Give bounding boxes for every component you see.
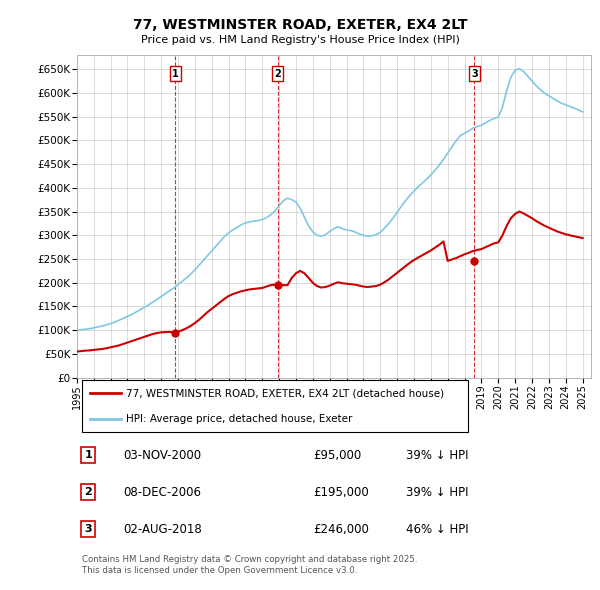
- Text: 03-NOV-2000: 03-NOV-2000: [123, 449, 201, 462]
- Text: Contains HM Land Registry data © Crown copyright and database right 2025.
This d: Contains HM Land Registry data © Crown c…: [82, 555, 418, 575]
- Text: £246,000: £246,000: [313, 523, 369, 536]
- Text: 1: 1: [84, 450, 92, 460]
- Text: 39% ↓ HPI: 39% ↓ HPI: [406, 449, 469, 462]
- Text: HPI: Average price, detached house, Exeter: HPI: Average price, detached house, Exet…: [125, 414, 352, 424]
- Text: £195,000: £195,000: [313, 486, 369, 499]
- Text: 3: 3: [471, 68, 478, 78]
- Text: £95,000: £95,000: [313, 449, 362, 462]
- Text: 3: 3: [84, 524, 92, 534]
- Text: 08-DEC-2006: 08-DEC-2006: [123, 486, 201, 499]
- Text: 46% ↓ HPI: 46% ↓ HPI: [406, 523, 469, 536]
- Text: 2: 2: [274, 68, 281, 78]
- Text: 77, WESTMINSTER ROAD, EXETER, EX4 2LT: 77, WESTMINSTER ROAD, EXETER, EX4 2LT: [133, 18, 467, 32]
- Text: 39% ↓ HPI: 39% ↓ HPI: [406, 486, 469, 499]
- FancyBboxPatch shape: [82, 380, 467, 432]
- Text: Price paid vs. HM Land Registry's House Price Index (HPI): Price paid vs. HM Land Registry's House …: [140, 35, 460, 45]
- Text: 2: 2: [84, 487, 92, 497]
- Text: 02-AUG-2018: 02-AUG-2018: [123, 523, 202, 536]
- Text: 1: 1: [172, 68, 179, 78]
- Text: 77, WESTMINSTER ROAD, EXETER, EX4 2LT (detached house): 77, WESTMINSTER ROAD, EXETER, EX4 2LT (d…: [125, 388, 444, 398]
